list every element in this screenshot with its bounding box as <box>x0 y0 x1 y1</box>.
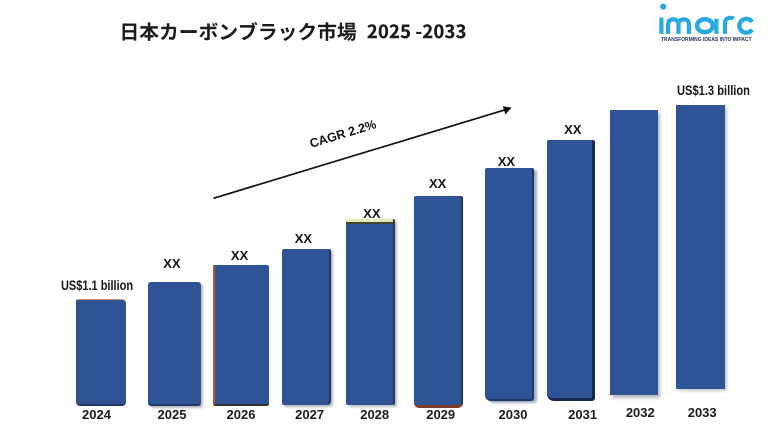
svg-text:TRANSFORMING IDEAS INTO IMPACT: TRANSFORMING IDEAS INTO IMPACT <box>661 37 752 43</box>
